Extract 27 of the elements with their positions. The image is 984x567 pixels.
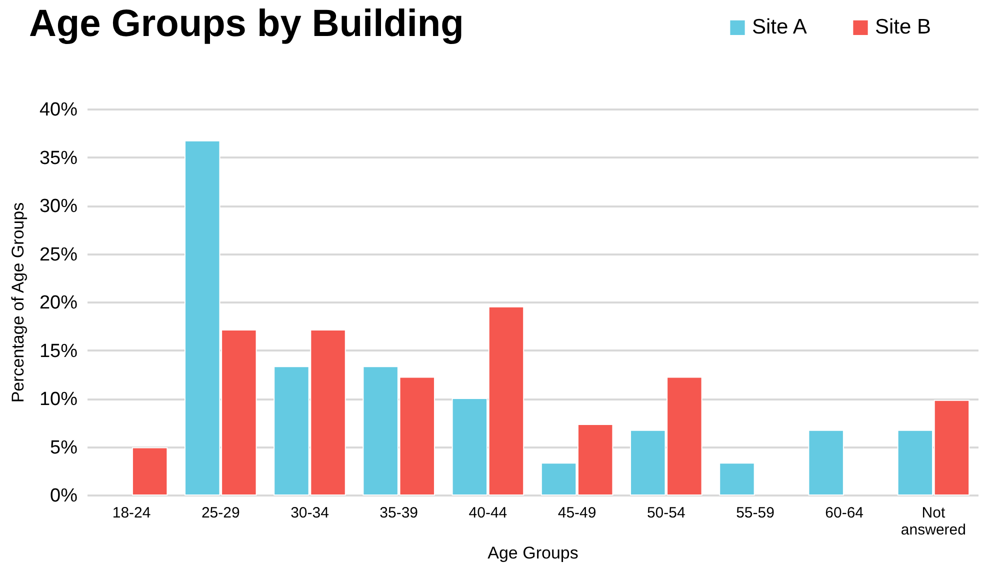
y-tick-label: 30%: [39, 196, 78, 217]
x-tick-label: 50-54: [646, 504, 686, 522]
y-tick-label: 25%: [39, 244, 78, 266]
y-tick-label: 15%: [39, 340, 78, 362]
legend-label: Site A: [752, 16, 807, 39]
x-tick-label: 45-49: [558, 504, 596, 522]
x-tick-label: 55-59: [736, 504, 774, 522]
chart-title: Age Groups by Building: [28, 3, 464, 45]
y-tick-label: 20%: [39, 292, 78, 314]
y-tick-label: 35%: [39, 148, 78, 169]
y-tick-label: 0%: [50, 486, 78, 506]
x-tick-label: Not answered: [900, 504, 966, 538]
legend-label: Site B: [875, 16, 932, 39]
x-tick-label: 18-24: [112, 504, 151, 522]
bar: [808, 430, 844, 496]
y-axis-title: Percentage of Age Groups: [8, 202, 28, 403]
y-tick-label: 40%: [39, 100, 78, 120]
y-tick-label: 5%: [50, 437, 78, 458]
x-tick-label: 25-29: [201, 504, 240, 522]
x-tick-label: 35-39: [380, 504, 418, 522]
x-tick-label: 30-34: [290, 504, 329, 522]
x-tick-label: 60-64: [825, 504, 864, 522]
bar: [719, 462, 755, 496]
bar: [132, 447, 168, 496]
y-tick-label: 10%: [39, 389, 78, 410]
x-axis-title: Age Groups: [488, 544, 578, 562]
x-tick-label: 40-44: [468, 504, 508, 522]
